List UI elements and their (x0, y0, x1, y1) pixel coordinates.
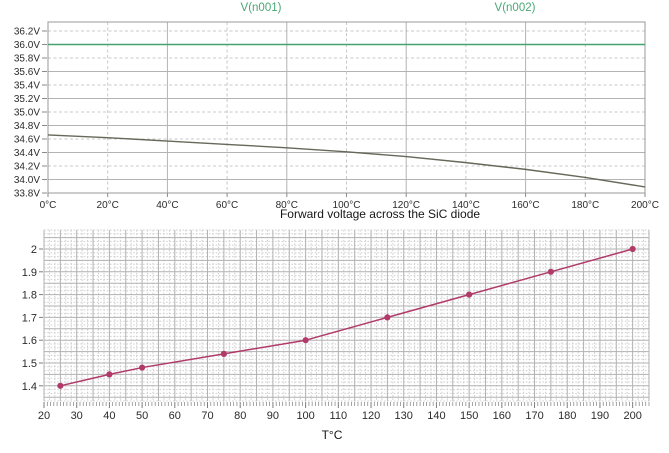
bottom-minor-grid (44, 229, 649, 402)
bottom-y-tick-label: 1.4 (22, 381, 37, 393)
bottom-x-tick-label: 160 (493, 410, 511, 422)
bottom-y-tick-label: 1.5 (22, 358, 37, 370)
bottom-x-tick-label: 150 (460, 410, 478, 422)
bottom-x-tick-label: 140 (427, 410, 445, 422)
data-point-marker (139, 364, 146, 371)
bottom-x-tick-label: 40 (103, 410, 115, 422)
top-x-tick-label: 120°C (392, 200, 420, 211)
bottom-y-tick-label: 1.9 (22, 267, 37, 279)
data-point-marker (57, 382, 64, 389)
top-y-tick-label: 34.4V (14, 148, 40, 159)
bottom-x-tick-label: 190 (591, 410, 609, 422)
top-y-tick-label: 35.8V (14, 53, 40, 64)
top-y-tick-label: 35.2V (14, 94, 40, 105)
bottom-major-grid (43, 230, 650, 401)
data-point-marker (466, 291, 473, 298)
top-chart: 33.8V 34.0V 34.2V 34.4V 34.6V 34.8V 35.0V 35.2V… (14, 21, 659, 211)
bottom-x-tick-label: 60 (169, 410, 181, 422)
bottom-y-tick-label: 1.6 (22, 335, 37, 347)
top-x-tick-label: 60°C (216, 200, 238, 211)
bottom-chart: 20 30 40 50 60 70 80 90 100 110 120 130 140 150 160 170… (22, 229, 650, 422)
top-trace-vn002 (47, 134, 646, 188)
bottom-x-tick-label: 170 (525, 410, 543, 422)
top-y-tick-label: 36.2V (14, 26, 40, 37)
bottom-x-tick-label: 100 (296, 410, 314, 422)
top-y-tick-label: 34.8V (14, 121, 40, 132)
bottom-x-tick-label: 70 (201, 410, 213, 422)
top-x-tick-label: 160°C (512, 200, 540, 211)
top-chart-legend-vn002: V(n002) (494, 2, 536, 14)
top-y-tick-label: 35.6V (14, 67, 40, 78)
bottom-x-tick-label: 120 (362, 410, 380, 422)
bottom-x-tick-label: 30 (71, 410, 83, 422)
bottom-x-tick-label: 180 (558, 410, 576, 422)
top-y-tick-label: 34.0V (14, 175, 40, 186)
data-point-marker (384, 314, 391, 321)
top-x-tick-label: 0°C (40, 200, 57, 211)
bottom-x-tick-label: 110 (330, 410, 348, 422)
data-point-marker (629, 245, 636, 253)
top-chart-legend-vn001: V(n001) (240, 2, 282, 14)
top-x-tick-label: 20°C (97, 200, 119, 211)
top-x-tick-label: 100°C (333, 200, 361, 211)
top-y-tick-label: 34.6V (14, 134, 40, 145)
bottom-y-tick-label: 2 (31, 244, 37, 256)
bottom-x-tick-label: 20 (38, 410, 50, 422)
top-x-tick-label: 140°C (452, 200, 480, 211)
bottom-x-tick-label: 130 (395, 410, 413, 422)
top-y-tick-label: 36.0V (14, 40, 40, 51)
top-y-tick-label: 33.8V (14, 189, 40, 200)
bottom-chart-x-axis-label: T°C (321, 428, 343, 442)
top-x-tick-label: 180°C (571, 200, 599, 211)
data-point-marker (302, 337, 309, 344)
top-y-tick-label: 34.2V (14, 161, 40, 172)
bottom-x-tick-label: 90 (267, 410, 279, 422)
data-point-marker (106, 371, 113, 378)
top-x-tick-label: 80°C (276, 200, 298, 211)
bottom-chart-title: Forward voltage across the SiC diode (279, 207, 481, 221)
top-x-tick-label: 40°C (156, 200, 178, 211)
bottom-x-tick-label: 200 (623, 410, 641, 422)
top-y-tick-label: 35.4V (14, 80, 40, 91)
bottom-y-tick-label: 1.7 (22, 312, 37, 324)
data-point-marker (220, 350, 227, 357)
bottom-y-tick-label: 1.8 (22, 290, 37, 302)
data-point-marker (547, 268, 554, 275)
top-x-tick-label: 200°C (631, 200, 659, 211)
top-y-tick-label: 35.0V (14, 107, 40, 118)
bottom-x-tick-label: 50 (136, 410, 148, 422)
bottom-x-tick-label: 80 (234, 410, 246, 422)
